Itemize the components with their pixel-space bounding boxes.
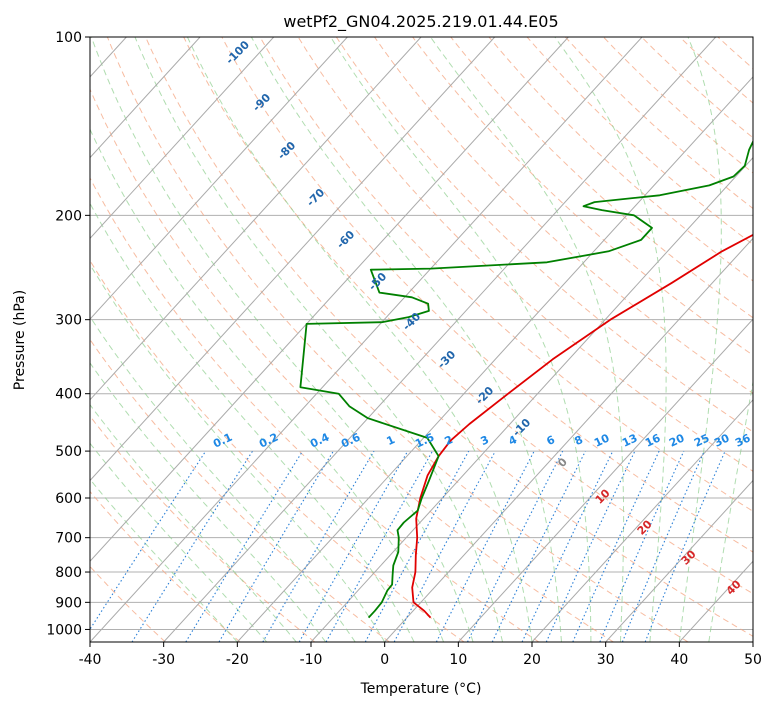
skewed-isotherm xyxy=(384,237,753,642)
skewed-isotherm xyxy=(163,37,717,642)
moist-adiabat xyxy=(554,37,667,642)
dry-adiabat xyxy=(450,37,753,319)
moist-adiabat xyxy=(90,37,474,642)
skewed-isotherm xyxy=(90,37,422,401)
skewed-isotherm xyxy=(90,37,643,642)
mixing-ratio-line xyxy=(621,450,705,642)
mixing-ratio-line xyxy=(185,450,304,642)
dry-adiabat xyxy=(90,177,540,642)
mixing-ratio-line xyxy=(467,450,564,642)
y-tick-label: 700 xyxy=(55,531,82,547)
moist-adiabat xyxy=(186,37,533,642)
skewed-isotherm xyxy=(90,37,569,563)
mixing-ratio-line xyxy=(131,450,254,642)
dry-adiabat xyxy=(183,37,753,595)
moist-adiabat xyxy=(430,37,625,642)
moist-adiabat xyxy=(134,37,503,642)
mixing-ratio-label: 10 xyxy=(592,431,612,449)
dry-adiabat xyxy=(221,37,753,553)
moist-adiabat xyxy=(90,403,297,642)
mixing-ratio-line xyxy=(90,450,207,631)
y-tick-label: 100 xyxy=(55,30,82,46)
y-tick-label: 900 xyxy=(55,595,82,611)
mixing-ratio-line xyxy=(393,450,496,642)
skewed-isotherm xyxy=(457,318,753,642)
x-tick-label: -20 xyxy=(226,652,249,668)
y-axis: 100 200 300 400 500 600 700 800 900 1000 xyxy=(46,30,90,638)
moist-adiabat xyxy=(90,362,327,642)
moist-adiabat xyxy=(250,37,562,642)
dry-adiabat xyxy=(90,338,390,642)
x-tick-label: -30 xyxy=(152,652,175,668)
y-tick-label: 800 xyxy=(55,565,82,581)
mixing-ratio-label: 13 xyxy=(620,431,639,449)
x-tick-label: -40 xyxy=(79,652,102,668)
y-axis-label: Pressure (hPa) xyxy=(12,290,28,390)
y-tick-label: 400 xyxy=(55,387,82,403)
dry-adiabat xyxy=(90,490,241,642)
plot-area xyxy=(90,37,753,642)
y-tick-label: 1000 xyxy=(46,622,82,638)
skewed-isotherm xyxy=(90,37,201,159)
x-tick-label: 40 xyxy=(670,652,688,668)
x-tick-label: -10 xyxy=(300,652,323,668)
mixing-ratio-line xyxy=(325,450,433,642)
mixing-ratio-label: 20 xyxy=(667,431,687,449)
mixing-ratio-label: 36 xyxy=(733,431,753,449)
skewed-isotherms xyxy=(90,37,753,642)
plot-frame xyxy=(89,36,754,643)
skewed-isotherm xyxy=(90,37,275,240)
chart-title: wetPf2_GN04.2025.219.01.44.E05 xyxy=(283,12,558,32)
dry-adiabat xyxy=(90,565,166,642)
moist-adiabat xyxy=(90,263,386,642)
skewed-isotherm xyxy=(752,641,753,642)
x-axis: -40 -30 -20 -10 0 10 20 30 40 50 xyxy=(79,642,762,668)
mixing-ratio-line xyxy=(572,450,660,642)
temperature-line xyxy=(411,233,753,619)
y-tick-label: 300 xyxy=(55,313,82,329)
x-tick-label: 30 xyxy=(597,652,615,668)
mixing-ratio-line xyxy=(599,450,685,642)
moist-adiabat xyxy=(330,37,592,642)
mixing-ratio-line xyxy=(644,450,726,642)
skewed-isotherm xyxy=(236,76,753,642)
dewpoint-line xyxy=(299,139,753,619)
x-axis-label: Temperature (°C) xyxy=(360,681,482,697)
dry-adiabat xyxy=(259,37,753,512)
dry-adiabat xyxy=(756,37,775,642)
skewed-isotherm xyxy=(605,479,753,642)
y-tick-label: 200 xyxy=(55,208,82,224)
x-tick-label: 20 xyxy=(523,652,541,668)
y-tick-label: 600 xyxy=(55,491,82,507)
x-tick-label: 50 xyxy=(744,652,762,668)
dry-adiabat xyxy=(90,88,614,642)
mixing-ratio-label: 25 xyxy=(692,431,711,449)
moist-adiabat xyxy=(678,37,722,642)
dry-adiabat xyxy=(90,415,316,642)
moist-adiabat xyxy=(90,315,356,642)
dry-adiabat xyxy=(106,37,689,642)
x-tick-label: 10 xyxy=(449,652,467,668)
mixing-ratio-lines xyxy=(90,450,726,642)
skewed-isotherm xyxy=(90,37,348,320)
moist-adiabat xyxy=(90,128,445,642)
mixing-ratio-label: 16 xyxy=(643,431,663,449)
plot-background xyxy=(90,37,753,642)
mixing-ratio-line xyxy=(364,450,470,642)
skewed-isotherm xyxy=(310,156,753,642)
dry-adiabat xyxy=(412,37,753,356)
dry-adiabat xyxy=(90,259,465,642)
skewed-isotherm xyxy=(531,399,753,642)
moist-adiabat xyxy=(708,379,753,642)
skewed-isotherm xyxy=(90,37,496,482)
y-tick-label: 500 xyxy=(55,444,82,460)
mixing-ratio-label: 30 xyxy=(712,431,732,449)
x-tick-label: 0 xyxy=(380,652,389,668)
profile-series xyxy=(299,139,753,619)
